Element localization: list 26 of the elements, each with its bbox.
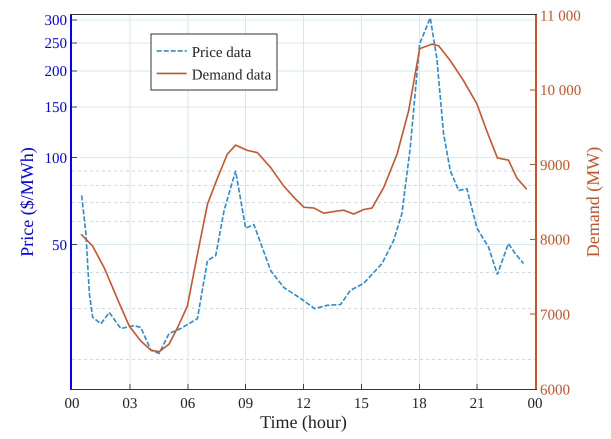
y-tick-label: 150 (44, 100, 67, 116)
x-tick-label: 21 (470, 396, 485, 412)
y-tick-label: 100 (44, 150, 67, 167)
y2-tick-label: 11 000 (540, 8, 581, 24)
x-tick-label: 09 (238, 396, 254, 412)
x-tick-label: 00 (528, 396, 542, 412)
y2-tick-label: 6000 (540, 382, 570, 398)
y2-tick-label: 10 000 (540, 83, 582, 100)
y2-axis-title: Demand (MW) (582, 146, 603, 258)
x-tick-label: 15 (354, 396, 369, 412)
x-axis-title: Time (hour) (260, 412, 347, 432)
x-tick-label: 00 (64, 396, 80, 412)
y2-tick-label: 7000 (540, 307, 570, 324)
y-axis-title: Price ($/MWh) (17, 147, 38, 257)
x-tick-label: 06 (180, 396, 196, 412)
y-tick-label: 200 (44, 64, 67, 80)
x-tick-label: 18 (412, 396, 427, 412)
y-tick-label: 250 (44, 36, 67, 52)
legend-label: Demand data (192, 67, 272, 84)
y-tick-label: 300 (44, 13, 67, 30)
x-tick-label: 03 (122, 396, 138, 412)
y2-tick-label: 8000 (540, 232, 570, 249)
x-tick-label: 12 (296, 396, 311, 412)
y-tick-label: 50 (52, 238, 67, 254)
y2-tick-label: 9000 (540, 158, 570, 174)
legend-label: Price data (192, 44, 252, 61)
